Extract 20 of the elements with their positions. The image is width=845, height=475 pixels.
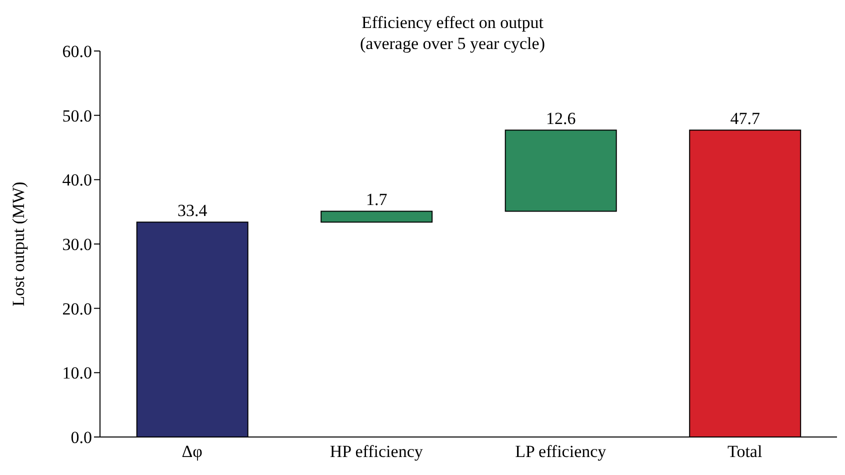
x-tick-label: Δφ bbox=[182, 442, 203, 462]
y-tick-label: 20.0 bbox=[62, 299, 92, 318]
data-label: 47.7 bbox=[730, 109, 760, 128]
data-label: 33.4 bbox=[177, 201, 208, 220]
chart-subtitle: (average over 5 year cycle) bbox=[360, 34, 545, 53]
y-tick-label: 10.0 bbox=[62, 364, 92, 383]
y-axis-title: Lost output (MW) bbox=[9, 182, 28, 306]
x-tick-label: Total bbox=[728, 442, 762, 462]
bar bbox=[504, 130, 617, 212]
y-tick-label: 40.0 bbox=[62, 170, 92, 190]
data-label: 12.6 bbox=[546, 109, 576, 128]
bar bbox=[320, 210, 433, 223]
y-tick-label: 0.0 bbox=[70, 428, 92, 448]
data-label: 1.7 bbox=[366, 190, 388, 210]
y-tick-label: 60.0 bbox=[62, 42, 92, 62]
x-tick-label: HP efficiency bbox=[330, 442, 424, 462]
x-tick-label: LP efficiency bbox=[515, 442, 607, 462]
chart-title: Efficiency effect on output bbox=[360, 12, 545, 33]
y-tick-label: 30.0 bbox=[62, 235, 92, 254]
y-tick-label: 50.0 bbox=[62, 106, 92, 126]
